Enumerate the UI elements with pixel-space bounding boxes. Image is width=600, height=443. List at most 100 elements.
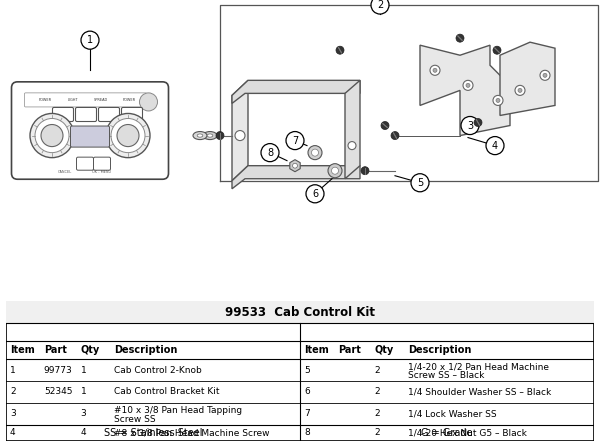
Circle shape xyxy=(331,167,338,174)
Polygon shape xyxy=(345,80,360,179)
Circle shape xyxy=(411,174,429,192)
Text: G = Grade: G = Grade xyxy=(421,428,472,438)
Text: #10 x 3/8 Pan Head Tapping: #10 x 3/8 Pan Head Tapping xyxy=(113,406,242,415)
Text: Screw SS – Black: Screw SS – Black xyxy=(407,371,484,380)
Text: 2: 2 xyxy=(10,388,16,396)
Text: 1: 1 xyxy=(10,365,16,374)
Text: 7: 7 xyxy=(292,136,298,146)
Circle shape xyxy=(486,136,504,155)
Text: Description: Description xyxy=(407,345,471,355)
FancyBboxPatch shape xyxy=(98,108,119,121)
FancyBboxPatch shape xyxy=(76,108,97,121)
Circle shape xyxy=(493,46,501,54)
Text: Screw SS: Screw SS xyxy=(113,415,155,424)
FancyBboxPatch shape xyxy=(25,93,146,107)
Circle shape xyxy=(235,131,245,140)
Text: 1: 1 xyxy=(81,388,86,396)
Text: #8 x 3/8 Pan Head Machine Screw: #8 x 3/8 Pan Head Machine Screw xyxy=(113,428,269,437)
Circle shape xyxy=(261,144,279,162)
Circle shape xyxy=(308,146,322,159)
Text: 2: 2 xyxy=(375,428,380,437)
Text: 3: 3 xyxy=(81,409,86,418)
Text: 7: 7 xyxy=(304,409,310,418)
Circle shape xyxy=(391,132,399,140)
Text: 1: 1 xyxy=(81,365,86,374)
Text: SS = Stainless Steel: SS = Stainless Steel xyxy=(104,428,203,438)
Circle shape xyxy=(466,83,470,87)
Text: OK - MENU: OK - MENU xyxy=(92,170,112,174)
Circle shape xyxy=(293,163,298,168)
FancyBboxPatch shape xyxy=(77,157,94,170)
Circle shape xyxy=(286,132,304,150)
Circle shape xyxy=(139,93,157,111)
Text: 2: 2 xyxy=(375,365,380,374)
Text: SPREAD: SPREAD xyxy=(94,98,108,102)
Text: POWER: POWER xyxy=(122,98,136,102)
Text: 1/4-20 x 1/2 Pan Head Machine: 1/4-20 x 1/2 Pan Head Machine xyxy=(407,362,548,371)
Circle shape xyxy=(311,149,319,156)
FancyBboxPatch shape xyxy=(11,82,169,179)
Text: Item: Item xyxy=(304,345,329,355)
FancyBboxPatch shape xyxy=(94,157,110,170)
Polygon shape xyxy=(232,166,360,189)
Text: Description: Description xyxy=(113,345,177,355)
Ellipse shape xyxy=(203,132,217,140)
Circle shape xyxy=(35,118,69,153)
Text: 99773: 99773 xyxy=(44,365,73,374)
Text: 4: 4 xyxy=(10,428,16,437)
Circle shape xyxy=(463,80,473,90)
Text: 1: 1 xyxy=(87,35,93,45)
Circle shape xyxy=(306,185,324,203)
Circle shape xyxy=(543,73,547,78)
Circle shape xyxy=(456,34,464,42)
Polygon shape xyxy=(500,42,555,116)
Circle shape xyxy=(41,124,63,147)
FancyBboxPatch shape xyxy=(6,301,594,441)
Text: 1/4 Shoulder Washer SS – Black: 1/4 Shoulder Washer SS – Black xyxy=(407,388,551,396)
Text: 1/4 Lock Washer SS: 1/4 Lock Washer SS xyxy=(407,409,496,418)
Circle shape xyxy=(430,65,440,75)
Text: Qty: Qty xyxy=(375,345,394,355)
Text: 2: 2 xyxy=(375,409,380,418)
Ellipse shape xyxy=(207,134,213,137)
Text: 4: 4 xyxy=(81,428,86,437)
Text: POWER: POWER xyxy=(38,98,52,102)
Text: 2: 2 xyxy=(377,0,383,10)
Circle shape xyxy=(518,88,522,93)
Text: 3: 3 xyxy=(10,409,16,418)
FancyBboxPatch shape xyxy=(71,126,110,147)
Text: 8: 8 xyxy=(304,428,310,437)
Text: 6: 6 xyxy=(312,189,318,199)
Circle shape xyxy=(433,68,437,72)
Text: Part: Part xyxy=(44,345,67,355)
Text: 99533  Cab Control Kit: 99533 Cab Control Kit xyxy=(225,306,375,319)
Circle shape xyxy=(81,31,99,49)
Circle shape xyxy=(371,0,389,14)
Circle shape xyxy=(381,121,389,129)
Bar xyxy=(6,301,594,323)
Circle shape xyxy=(496,98,500,102)
Circle shape xyxy=(515,85,525,95)
Circle shape xyxy=(474,118,482,127)
Text: 52345: 52345 xyxy=(44,388,73,396)
Circle shape xyxy=(348,142,356,150)
Circle shape xyxy=(111,118,145,153)
Circle shape xyxy=(361,167,369,175)
Text: Part: Part xyxy=(338,345,361,355)
Ellipse shape xyxy=(193,132,207,140)
Polygon shape xyxy=(232,80,248,181)
Text: 2: 2 xyxy=(375,388,380,396)
Polygon shape xyxy=(420,45,510,136)
Text: 8: 8 xyxy=(267,148,273,158)
Text: 4: 4 xyxy=(492,140,498,151)
Circle shape xyxy=(117,124,139,147)
Circle shape xyxy=(493,95,503,105)
FancyBboxPatch shape xyxy=(121,108,143,121)
Circle shape xyxy=(540,70,550,80)
Polygon shape xyxy=(232,80,360,103)
Text: Cab Control 2-Knob: Cab Control 2-Knob xyxy=(113,365,202,374)
Text: 5: 5 xyxy=(417,178,423,188)
Text: 5: 5 xyxy=(304,365,310,374)
Circle shape xyxy=(461,117,479,135)
Text: CANCEL: CANCEL xyxy=(58,170,72,174)
